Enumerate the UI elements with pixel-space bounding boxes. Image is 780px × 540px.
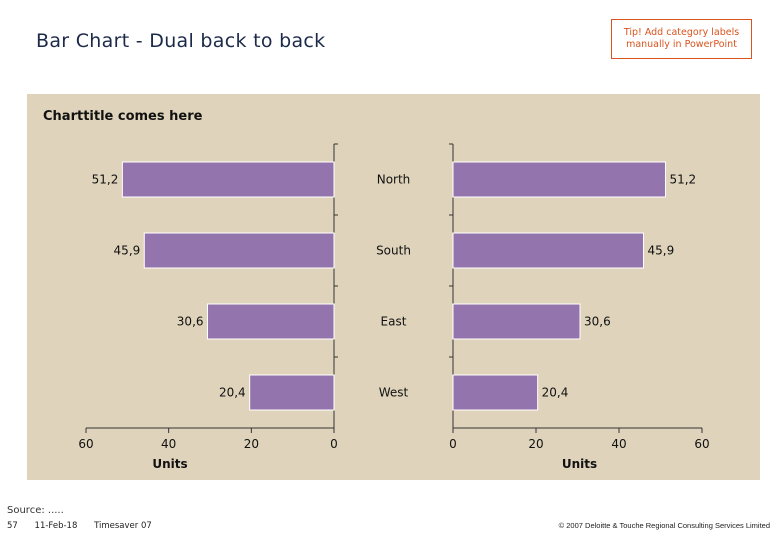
right-tick-label: 60 [694, 437, 709, 451]
left-bar-value-label: 45,9 [114, 244, 141, 258]
left-bar-value-label: 20,4 [219, 386, 246, 400]
chart-title: Charttitle comes here [43, 109, 203, 124]
tip-box: Tip! Add category labels manually in Pow… [611, 19, 752, 59]
category-label: West [379, 386, 409, 400]
footer-date: 11-Feb-18 [34, 521, 78, 531]
slide-title: Bar Chart - Dual back to back [36, 30, 326, 52]
left-bar-value-label: 30,6 [177, 315, 204, 329]
right-tick-label: 40 [611, 437, 626, 451]
left-bar-value-label: 51,2 [92, 173, 119, 187]
right-bar-value-label: 51,2 [669, 173, 696, 187]
left-tick-label: 40 [161, 437, 176, 451]
left-tick-label: 20 [244, 437, 259, 451]
footer-left: 57 11-Feb-18 Timesaver 07 [7, 521, 166, 531]
left-bar [249, 374, 335, 411]
footer-deck: Timesaver 07 [94, 521, 152, 531]
right-bar-value-label: 30,6 [584, 315, 611, 329]
chart-panel [27, 94, 760, 480]
footer-copyright: © 2007 Deloitte & Touche Regional Consul… [558, 521, 770, 530]
category-label: North [377, 173, 411, 187]
category-label: East [381, 315, 407, 329]
right-tick-label: 20 [528, 437, 543, 451]
left-bar [121, 161, 335, 198]
right-bar [452, 374, 539, 411]
left-tick-label: 60 [78, 437, 93, 451]
page-number: 57 [7, 521, 18, 531]
right-bar [452, 232, 644, 269]
right-bar [452, 161, 666, 198]
left-tick-label: 0 [330, 437, 338, 451]
left-bar [143, 232, 335, 269]
right-bar [452, 303, 581, 340]
source-note: Source: ..... [7, 505, 64, 516]
right-bar-value-label: 45,9 [647, 244, 674, 258]
category-label: South [376, 244, 411, 258]
left-bar [207, 303, 335, 340]
right-bar-value-label: 20,4 [542, 386, 569, 400]
right-axis-label: Units [562, 457, 597, 471]
right-tick-label: 0 [449, 437, 457, 451]
left-axis-label: Units [152, 457, 187, 471]
